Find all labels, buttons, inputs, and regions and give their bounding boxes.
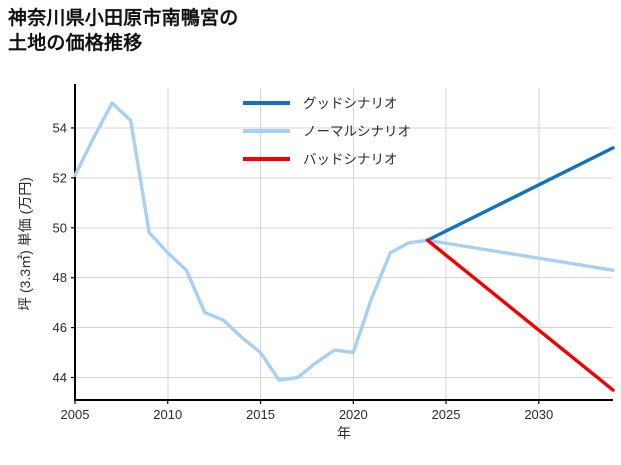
y-tick-label: 48 [53,270,67,285]
x-tick-label: 2020 [339,407,368,422]
legend-label: バッドシナリオ [303,152,398,167]
plot-frame [74,84,613,401]
y-tick-label: 46 [53,320,67,335]
x-axis-title: 年 [337,425,351,441]
y-tick-label: 44 [53,370,67,385]
legend-label: グッドシナリオ [303,96,398,111]
page-title: 神奈川県小田原市南鴨宮の 土地の価格推移 [8,8,239,55]
legend-label: ノーマルシナリオ [303,124,411,139]
y-tick-label: 50 [53,220,67,235]
x-tick-label: 2030 [524,407,553,422]
y-tick-label: 52 [53,170,67,185]
x-tick-label: 2005 [61,407,90,422]
x-tick-label: 2025 [432,407,461,422]
x-tick-label: 2010 [153,407,182,422]
x-tick-labels: 2005 2010 2015 2020 2025 2030 [61,400,553,422]
series-line-グッドシナリオ [425,146,615,242]
series-lines-group [73,101,615,392]
y-axis-title: 坪 (3.3㎡) 単価 (万円) [17,177,33,311]
y-tick-labels: 44 46 48 50 52 54 [53,120,75,385]
series-line-ノーマルシナリオ [73,101,615,382]
y-tick-label: 54 [53,120,67,135]
x-tick-label: 2015 [246,407,275,422]
series-line-バッドシナリオ [425,238,615,392]
